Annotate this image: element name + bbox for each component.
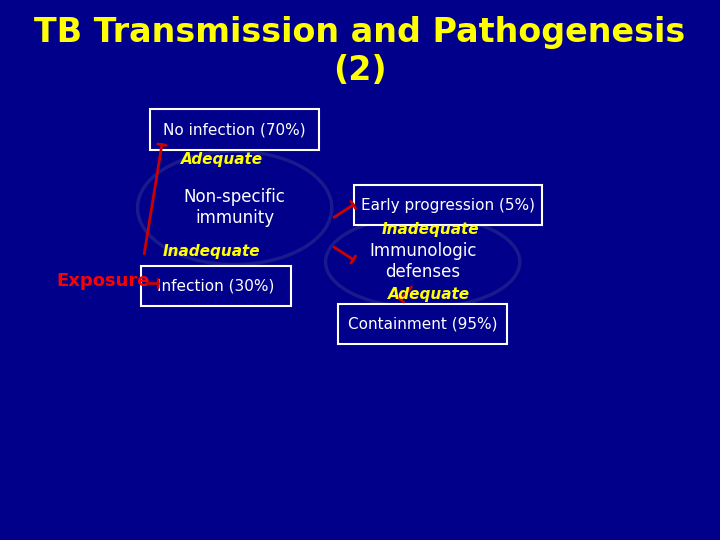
Text: Non-specific
immunity: Non-specific immunity (184, 188, 286, 227)
FancyBboxPatch shape (354, 185, 541, 226)
Text: Early progression (5%): Early progression (5%) (361, 198, 535, 213)
Text: No infection (70%): No infection (70%) (163, 122, 306, 137)
Ellipse shape (325, 216, 520, 308)
Text: Inadequate: Inadequate (382, 222, 480, 237)
Text: TB Transmission and Pathogenesis
(2): TB Transmission and Pathogenesis (2) (35, 16, 685, 87)
Text: Immunologic
defenses: Immunologic defenses (369, 242, 477, 281)
Text: Inadequate: Inadequate (163, 244, 260, 259)
FancyBboxPatch shape (140, 266, 291, 306)
FancyBboxPatch shape (150, 109, 319, 150)
Text: Adequate: Adequate (181, 152, 264, 167)
FancyBboxPatch shape (338, 303, 508, 345)
Text: Containment (95%): Containment (95%) (348, 316, 498, 332)
Text: Infection (30%): Infection (30%) (157, 279, 274, 294)
Text: Exposure: Exposure (56, 272, 150, 290)
Text: Adequate: Adequate (388, 287, 470, 302)
Ellipse shape (138, 151, 332, 265)
